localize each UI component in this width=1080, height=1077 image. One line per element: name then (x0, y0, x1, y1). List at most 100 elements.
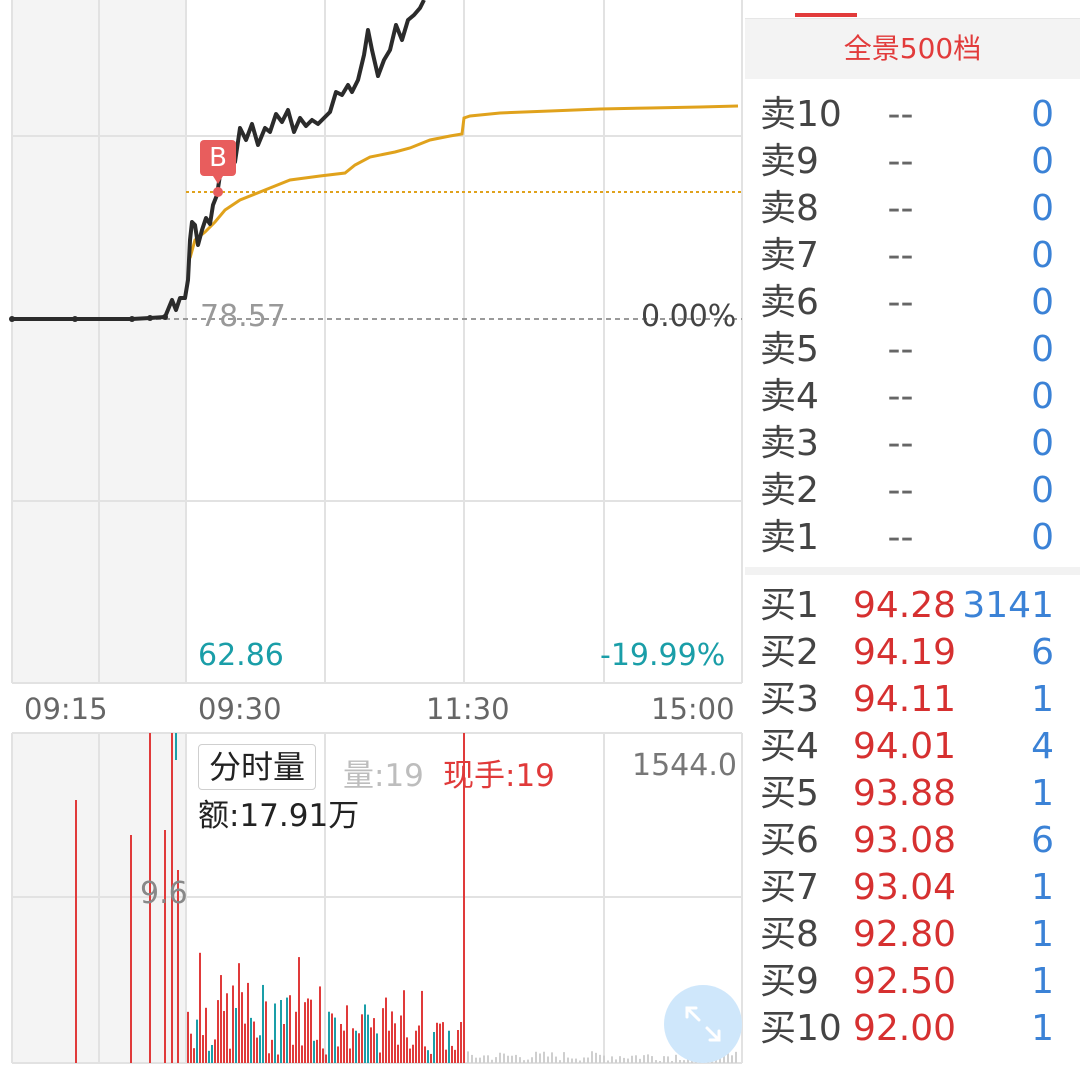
average-price-line (188, 104, 739, 259)
ask-level-label: 卖9 (760, 141, 819, 182)
bid-price: 93.88 (853, 773, 957, 814)
bid-quantity: 3141 (962, 585, 1054, 626)
bid-row[interactable]: 买10 92.00 1 (745, 1006, 1080, 1052)
bid-row[interactable]: 买3 94.11 1 (745, 677, 1080, 723)
ask-row[interactable]: 卖6 -- 0 (745, 280, 1080, 326)
expand-icon (685, 1006, 721, 1042)
low-pct-label: -19.99% (600, 638, 726, 673)
ask-row[interactable]: 卖3 -- 0 (745, 421, 1080, 467)
volume-qty-label: 量:19 (343, 758, 424, 794)
ask-price: -- (887, 470, 914, 511)
ask-level-label: 卖4 (760, 376, 819, 417)
volume-bars (75, 733, 737, 1063)
ask-level-label: 卖3 (760, 423, 819, 464)
ask-price: -- (887, 94, 914, 135)
active-tab-indicator (795, 13, 857, 17)
bid-level-label: 买2 (760, 632, 819, 673)
time-label-0930: 09:30 (198, 692, 282, 726)
ask-price: -- (887, 423, 914, 464)
book-tab-bar[interactable] (745, 0, 1080, 19)
bid-level-label: 买10 (760, 1008, 842, 1049)
bid-quantity: 1 (1031, 679, 1054, 720)
price-grid (11, 0, 743, 684)
bid-level-label: 买9 (760, 961, 819, 1002)
bid-row[interactable]: 买5 93.88 1 (745, 771, 1080, 817)
bid-price: 94.28 (853, 585, 957, 626)
current-hand-label: 现手:19 (443, 758, 555, 794)
ask-price: -- (887, 517, 914, 558)
bid-price: 93.04 (853, 867, 957, 908)
bid-level-label: 买5 (760, 773, 819, 814)
bid-level-label: 买3 (760, 679, 819, 720)
bid-price: 92.00 (853, 1008, 957, 1049)
fullscreen-expand-button[interactable] (664, 985, 742, 1063)
bid-row[interactable]: 买8 92.80 1 (745, 912, 1080, 958)
bid-row[interactable]: 买6 93.08 6 (745, 818, 1080, 864)
bid-row[interactable]: 买1 94.28 3141 (745, 583, 1080, 629)
ask-level-label: 卖5 (760, 329, 819, 370)
ask-quantity: 0 (1031, 517, 1054, 558)
bid-quantity: 1 (1031, 914, 1054, 955)
ask-price: -- (887, 141, 914, 182)
ask-row[interactable]: 卖10 -- 0 (745, 92, 1080, 138)
intraday-chart[interactable]: 78.57 0.00% 62.86 -19.99% B 09:15 09:30 … (0, 0, 745, 1077)
ask-level-label: 卖2 (760, 470, 819, 511)
bid-row[interactable]: 买4 94.01 4 (745, 724, 1080, 770)
ask-price: -- (887, 235, 914, 276)
ask-quantity: 0 (1031, 423, 1054, 464)
volume-max-label: 1544.0 (632, 748, 737, 783)
bid-price: 94.01 (853, 726, 957, 767)
price-line (12, 0, 426, 321)
ask-row[interactable]: 卖2 -- 0 (745, 468, 1080, 514)
ask-quantity: 0 (1031, 235, 1054, 276)
time-label-0915: 09:15 (24, 692, 108, 726)
volume-amount-label: 额:17.91万 (198, 798, 360, 834)
bid-price: 92.50 (853, 961, 957, 1002)
bid-level-label: 买6 (760, 820, 819, 861)
ask-quantity: 0 (1031, 282, 1054, 323)
ref-price-label: 78.57 (200, 299, 286, 334)
ask-level-label: 卖8 (760, 188, 819, 229)
low-price-label: 62.86 (198, 638, 284, 673)
bid-quantity: 6 (1031, 820, 1054, 861)
ask-quantity: 0 (1031, 141, 1054, 182)
ask-quantity: 0 (1031, 188, 1054, 229)
ask-level-label: 卖10 (760, 94, 842, 135)
bid-level-label: 买7 (760, 867, 819, 908)
ask-row[interactable]: 卖5 -- 0 (745, 327, 1080, 373)
ask-price: -- (887, 188, 914, 229)
bid-level-label: 买1 (760, 585, 819, 626)
ask-row[interactable]: 卖1 -- 0 (745, 515, 1080, 561)
bid-row[interactable]: 买7 93.04 1 (745, 865, 1080, 911)
ask-row[interactable]: 卖4 -- 0 (745, 374, 1080, 420)
bid-level-label: 买4 (760, 726, 819, 767)
time-label-1130: 11:30 (426, 692, 510, 726)
bid-quantity: 1 (1031, 961, 1054, 1002)
bid-quantity: 6 (1031, 632, 1054, 673)
bid-price: 94.19 (853, 632, 957, 673)
bid-row[interactable]: 买9 92.50 1 (745, 959, 1080, 1005)
chart-canvas (9, 0, 743, 1064)
buy-marker-badge[interactable]: B (200, 140, 236, 184)
ask-row[interactable]: 卖8 -- 0 (745, 186, 1080, 232)
ask-row[interactable]: 卖7 -- 0 (745, 233, 1080, 279)
volume-tab-button[interactable]: 分时量 (198, 744, 317, 790)
volume-mid-tick: 9.6 (140, 876, 188, 911)
ask-row[interactable]: 卖9 -- 0 (745, 139, 1080, 185)
bid-quantity: 1 (1031, 867, 1054, 908)
buy-point (213, 187, 223, 197)
panorama-500-button[interactable]: 全景500档 (745, 19, 1080, 79)
bid-level-label: 买8 (760, 914, 819, 955)
bid-quantity: 1 (1031, 773, 1054, 814)
bid-price: 93.08 (853, 820, 957, 861)
ask-level-label: 卖6 (760, 282, 819, 323)
bid-quantity: 1 (1031, 1008, 1054, 1049)
book-separator (745, 567, 1080, 575)
ask-level-label: 卖1 (760, 517, 819, 558)
ask-quantity: 0 (1031, 376, 1054, 417)
ask-level-label: 卖7 (760, 235, 819, 276)
bid-row[interactable]: 买2 94.19 6 (745, 630, 1080, 676)
ask-quantity: 0 (1031, 94, 1054, 135)
ask-price: -- (887, 376, 914, 417)
bid-quantity: 4 (1031, 726, 1054, 767)
